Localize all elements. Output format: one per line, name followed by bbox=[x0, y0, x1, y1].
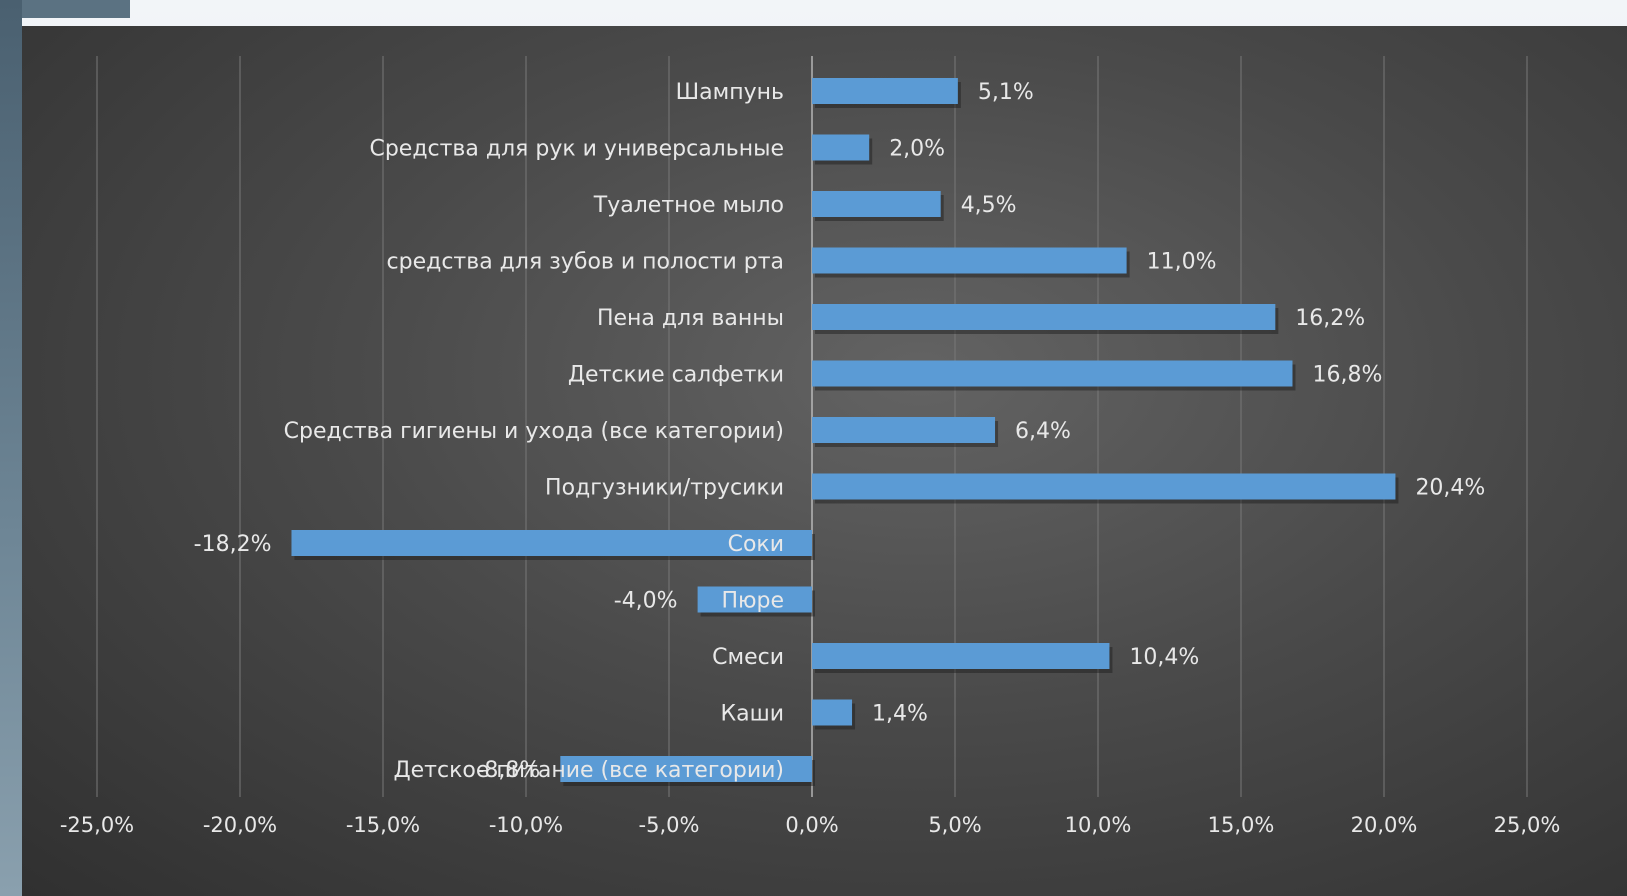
x-tick-label: -25,0% bbox=[60, 813, 134, 837]
category-label: Пена для ванны bbox=[597, 306, 784, 331]
x-tick-label: 5,0% bbox=[928, 813, 981, 837]
bar bbox=[812, 78, 958, 104]
x-tick-label: 20,0% bbox=[1351, 813, 1418, 837]
bar bbox=[812, 360, 1293, 387]
bars bbox=[291, 78, 1399, 786]
category-label: Туалетное мыло bbox=[593, 193, 784, 218]
category-label: Средства гигиены и ухода (все категории) bbox=[284, 419, 784, 444]
bar bbox=[812, 247, 1127, 274]
category-label: Пюре bbox=[721, 589, 784, 614]
category-label: Детское питание (все категории) bbox=[393, 758, 784, 783]
x-tick-label: 10,0% bbox=[1065, 813, 1132, 837]
category-label: Смеси bbox=[712, 645, 784, 670]
bar bbox=[697, 586, 812, 613]
x-tick-label: 0,0% bbox=[785, 813, 838, 837]
gridlines bbox=[96, 56, 1528, 797]
bar bbox=[560, 756, 812, 782]
value-label: 2,0% bbox=[889, 137, 945, 162]
value-label: -4,0% bbox=[614, 589, 678, 614]
value-labels: 5,1% 2,0% 4,5% 11,0% 16,2% 16,8% 6,4% 20,4% -18,… bbox=[194, 80, 1486, 783]
bar bbox=[812, 473, 1396, 500]
value-label: 6,4% bbox=[1015, 419, 1071, 444]
bar bbox=[291, 530, 813, 556]
value-label: 1,4% bbox=[872, 702, 928, 727]
category-label: Соки bbox=[728, 532, 784, 557]
category-label: Детские салфетки bbox=[568, 363, 784, 388]
bar bbox=[812, 134, 870, 161]
x-tick-label: -15,0% bbox=[346, 813, 420, 837]
value-label: 4,5% bbox=[961, 193, 1017, 218]
category-label: Каши bbox=[720, 702, 784, 727]
value-label: 11,0% bbox=[1147, 250, 1217, 275]
category-label: средства для зубов и полости рта bbox=[387, 250, 784, 275]
category-labels: Шампунь Средства для рук и универсальные Т… bbox=[284, 80, 784, 783]
category-label: Средства для рук и универсальные bbox=[369, 137, 784, 162]
x-tick-label: -20,0% bbox=[203, 813, 277, 837]
value-label: -18,2% bbox=[194, 532, 272, 557]
category-label: Шампунь bbox=[676, 80, 784, 105]
bar bbox=[812, 191, 941, 217]
x-tick-label: -5,0% bbox=[639, 813, 700, 837]
chart-panel: Шампунь Средства для рук и универсальные Т… bbox=[22, 26, 1627, 896]
x-axis-tick-labels: -25,0% -20,0% -15,0% -10,0% -5,0% 0,0% 5,0% 10,… bbox=[60, 813, 1561, 837]
slide-top-accent bbox=[0, 0, 130, 18]
category-label: Подгузники/трусики bbox=[545, 476, 784, 501]
x-tick-label: -10,0% bbox=[489, 813, 563, 837]
bar bbox=[812, 304, 1276, 330]
bar bbox=[812, 643, 1110, 669]
value-label: 10,4% bbox=[1129, 645, 1199, 670]
value-label: 16,2% bbox=[1295, 306, 1365, 331]
bar bbox=[812, 699, 853, 726]
value-label: 20,4% bbox=[1415, 476, 1485, 501]
slide-left-accent bbox=[0, 0, 22, 896]
x-tick-label: 25,0% bbox=[1494, 813, 1561, 837]
bar bbox=[812, 417, 996, 443]
bar-chart: Шампунь Средства для рук и универсальные Т… bbox=[60, 56, 1561, 837]
value-label: -8,8% bbox=[476, 758, 540, 783]
value-label: 16,8% bbox=[1312, 363, 1382, 388]
value-label: 5,1% bbox=[978, 80, 1034, 105]
x-tick-label: 15,0% bbox=[1208, 813, 1275, 837]
